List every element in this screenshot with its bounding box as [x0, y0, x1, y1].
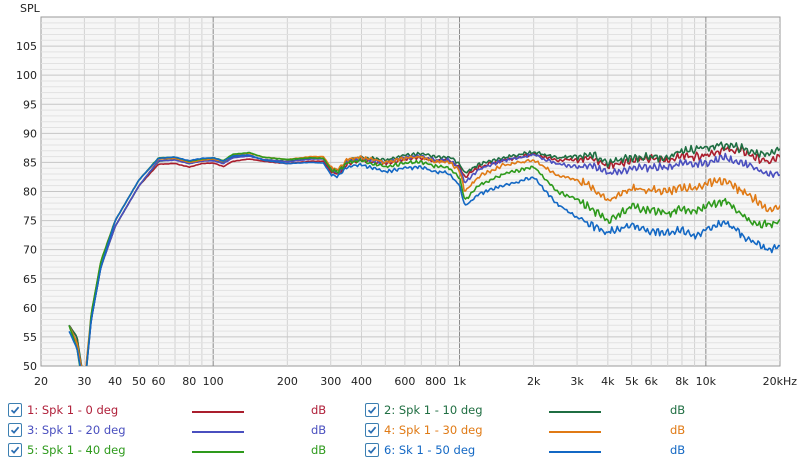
legend-swatch-1 — [192, 411, 244, 413]
legend-swatch-4 — [549, 431, 601, 433]
x-tick-label: 100 — [203, 375, 224, 388]
legend: 1: Spk 1 - 0 deg dB 2: Spk 1 - 10 deg dB… — [0, 396, 800, 462]
legend-label-4: 4: Spk 1 - 30 deg — [384, 423, 483, 437]
x-tick-label: 200 — [277, 375, 298, 388]
legend-label-2: 2: Spk 1 - 10 deg — [384, 403, 483, 417]
x-tick-label: 4k — [601, 375, 615, 388]
legend-item-6[interactable]: 6: Sk 1 - 50 deg dB — [365, 440, 725, 460]
x-tick-label: 800 — [425, 375, 446, 388]
legend-item-2[interactable]: 2: Spk 1 - 10 deg dB — [365, 400, 725, 420]
check-icon — [10, 406, 20, 414]
checkbox-6[interactable] — [365, 443, 379, 457]
series-line-6 — [68, 154, 780, 366]
y-tick-label: 95 — [23, 98, 37, 111]
series-lines — [68, 141, 780, 366]
checkbox-4[interactable] — [365, 423, 379, 437]
frequency-response-chart: 50 55 60 65 70 75 80 85 90 95 100 105 20 30 40 50 60 80 1… — [16, 2, 797, 388]
y-axis-label: SPL — [20, 2, 41, 15]
x-tick-label: 300 — [320, 375, 341, 388]
x-tick-label: 60 — [152, 375, 166, 388]
legend-item-5[interactable]: 5: Spk 1 - 40 deg dB — [8, 440, 368, 460]
legend-unit-6: dB — [670, 443, 686, 457]
x-tick-label: 20 — [34, 375, 48, 388]
y-tick-label: 90 — [23, 127, 37, 140]
x-tick-label: 20kHz — [763, 375, 798, 388]
x-tick-label: 8k — [675, 375, 689, 388]
x-tick-label: 30 — [77, 375, 91, 388]
legend-label-6: 6: Sk 1 - 50 deg — [384, 443, 476, 457]
y-tick-label: 105 — [16, 40, 37, 53]
legend-unit-3: dB — [311, 423, 327, 437]
x-tick-label: 10k — [696, 375, 717, 388]
legend-item-1[interactable]: 1: Spk 1 - 0 deg dB — [8, 400, 368, 420]
x-axis-ticks: 20 30 40 50 60 80 100 200 300 400 600 800 1k 2k 3k 4k 5k… — [34, 375, 797, 388]
series-line-3 — [68, 152, 780, 366]
y-tick-label: 100 — [16, 69, 37, 82]
x-tick-label: 1k — [453, 375, 467, 388]
legend-swatch-6 — [549, 451, 601, 453]
y-tick-label: 65 — [23, 273, 37, 286]
check-icon — [367, 446, 377, 454]
y-tick-label: 75 — [23, 215, 37, 228]
check-icon — [10, 426, 20, 434]
y-tick-label: 50 — [23, 360, 37, 373]
legend-label-5: 5: Spk 1 - 40 deg — [27, 443, 126, 457]
x-tick-label: 400 — [351, 375, 372, 388]
x-tick-label: 600 — [394, 375, 415, 388]
x-tick-label: 6k — [645, 375, 659, 388]
checkbox-2[interactable] — [365, 403, 379, 417]
series-line-4 — [68, 152, 780, 366]
legend-label-1: 1: Spk 1 - 0 deg — [27, 403, 119, 417]
legend-item-3[interactable]: 3: Spk 1 - 20 deg dB — [8, 420, 368, 440]
legend-unit-5: dB — [311, 443, 327, 457]
legend-unit-4: dB — [670, 423, 686, 437]
check-icon — [367, 406, 377, 414]
legend-swatch-3 — [192, 431, 244, 433]
legend-unit-1: dB — [311, 403, 327, 417]
legend-swatch-2 — [549, 411, 601, 413]
legend-item-4[interactable]: 4: Spk 1 - 30 deg dB — [365, 420, 725, 440]
check-icon — [367, 426, 377, 434]
y-tick-label: 80 — [23, 186, 37, 199]
y-tick-label: 55 — [23, 331, 37, 344]
legend-unit-2: dB — [670, 403, 686, 417]
y-tick-label: 85 — [23, 156, 37, 169]
x-tick-label: 50 — [132, 375, 146, 388]
y-axis-ticks: 50 55 60 65 70 75 80 85 90 95 100 105 — [16, 40, 37, 373]
x-tick-label: 2k — [527, 375, 541, 388]
checkbox-3[interactable] — [8, 423, 22, 437]
check-icon — [10, 446, 20, 454]
y-tick-label: 70 — [23, 244, 37, 257]
x-tick-label: 40 — [108, 375, 122, 388]
x-tick-label: 3k — [570, 375, 584, 388]
y-tick-label: 60 — [23, 302, 37, 315]
legend-swatch-5 — [192, 451, 244, 453]
checkbox-1[interactable] — [8, 403, 22, 417]
checkbox-5[interactable] — [8, 443, 22, 457]
x-tick-label: 5k — [625, 375, 639, 388]
legend-label-3: 3: Spk 1 - 20 deg — [27, 423, 126, 437]
x-tick-label: 80 — [182, 375, 196, 388]
grid — [41, 17, 780, 366]
